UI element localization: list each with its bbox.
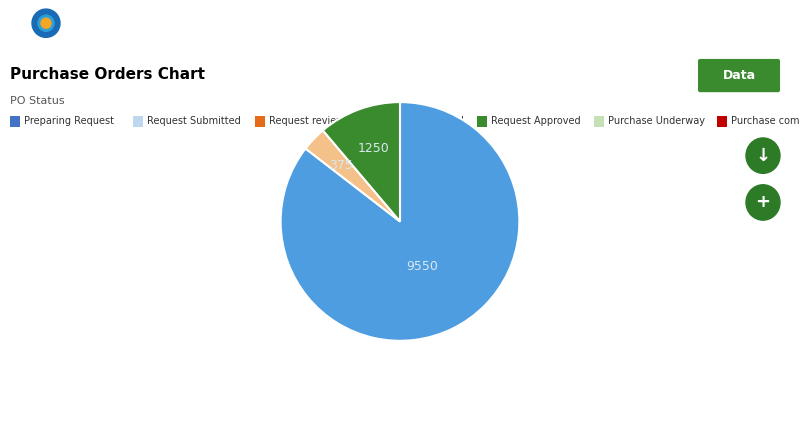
Text: □: □: [662, 391, 672, 402]
FancyBboxPatch shape: [594, 116, 604, 126]
Text: Data: Data: [722, 69, 755, 82]
Text: ↺: ↺: [751, 14, 765, 32]
Circle shape: [41, 18, 51, 28]
Circle shape: [746, 185, 780, 220]
FancyBboxPatch shape: [133, 116, 142, 126]
FancyBboxPatch shape: [255, 116, 266, 126]
FancyBboxPatch shape: [10, 116, 20, 126]
Text: 9550: 9550: [406, 260, 438, 273]
Text: Request Approved: Request Approved: [491, 116, 581, 126]
FancyBboxPatch shape: [717, 116, 726, 126]
Text: □: □: [128, 391, 138, 402]
Text: ↓: ↓: [755, 147, 770, 165]
Text: Dashboard: Dashboard: [374, 411, 426, 421]
Text: 375: 375: [330, 159, 354, 172]
Text: Income: Income: [115, 411, 151, 421]
Text: Purchase Orders Chart: Purchase Orders Chart: [10, 67, 205, 82]
FancyBboxPatch shape: [698, 59, 780, 92]
Circle shape: [32, 9, 60, 37]
Text: 1250: 1250: [358, 142, 389, 155]
Text: PO Status: PO Status: [10, 96, 65, 106]
Text: ≡: ≡: [722, 14, 738, 32]
Text: +: +: [755, 194, 770, 212]
Text: □: □: [394, 391, 406, 402]
Wedge shape: [281, 102, 519, 341]
Text: Expenses: Expenses: [644, 411, 690, 421]
Wedge shape: [323, 102, 400, 221]
Circle shape: [38, 15, 54, 31]
Text: Request reviewed: Request reviewed: [269, 116, 357, 126]
Text: Purchase Underway: Purchase Underway: [608, 116, 705, 126]
Text: Purchase completed: Purchase completed: [730, 116, 800, 126]
Text: Purchase Orders Chart: Purchase Orders Chart: [68, 16, 246, 30]
Text: Preparing Request: Preparing Request: [24, 116, 114, 126]
Text: Request Denied: Request Denied: [386, 116, 464, 126]
FancyBboxPatch shape: [477, 116, 487, 126]
Wedge shape: [306, 130, 400, 221]
Circle shape: [746, 138, 780, 173]
Text: Request Submitted: Request Submitted: [146, 116, 240, 126]
Text: ⋮: ⋮: [775, 14, 793, 32]
FancyBboxPatch shape: [372, 116, 382, 126]
